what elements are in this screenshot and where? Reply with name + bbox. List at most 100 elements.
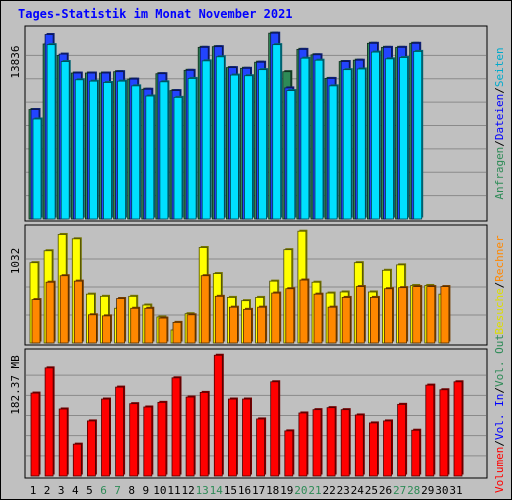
day-label: 4 bbox=[72, 484, 79, 497]
day-label: 17 bbox=[252, 484, 265, 497]
bar-rechner bbox=[130, 307, 140, 344]
legend-entry: Seiten bbox=[493, 47, 506, 87]
bar-volumen bbox=[439, 389, 449, 477]
bar-volumen bbox=[129, 403, 139, 477]
bar-seiten bbox=[385, 58, 394, 220]
bar-rechner bbox=[214, 295, 224, 344]
bar-seiten bbox=[74, 79, 84, 220]
panel-bottom-ymax-label: 182.37 MB bbox=[9, 355, 22, 415]
day-label: 2 bbox=[44, 484, 51, 497]
bar-rechner bbox=[341, 297, 351, 344]
bar-rechner bbox=[384, 288, 393, 344]
bar-volumen bbox=[256, 418, 266, 477]
bar-volumen bbox=[453, 381, 463, 477]
bar-volumen bbox=[383, 420, 392, 477]
panel-middle-ymax-label: 1032 bbox=[9, 248, 22, 275]
panel-bottom: 182.37 MB Volumen/Vol. In/Vol. Out bbox=[9, 334, 506, 493]
bar-volumen bbox=[157, 401, 167, 477]
bar-seiten bbox=[229, 74, 239, 220]
legend-entry: / bbox=[493, 140, 506, 147]
bar-volumen bbox=[72, 443, 82, 477]
bar-rechner bbox=[398, 287, 408, 344]
bar-seiten bbox=[131, 85, 141, 220]
day-label: 31 bbox=[449, 484, 462, 497]
legend-entry: / bbox=[493, 282, 506, 289]
bar-volumen bbox=[30, 392, 40, 477]
day-label: 16 bbox=[238, 484, 251, 497]
bar-seiten bbox=[173, 96, 183, 220]
bar-seiten bbox=[370, 51, 380, 220]
bar-seiten bbox=[300, 57, 310, 220]
day-label: 26 bbox=[379, 484, 392, 497]
day-label: 29 bbox=[421, 484, 434, 497]
bar-seiten bbox=[215, 56, 225, 220]
bar-seiten bbox=[187, 78, 197, 220]
bar-seiten bbox=[159, 81, 169, 220]
bar-seiten bbox=[286, 90, 296, 220]
bar-rechner bbox=[31, 299, 41, 344]
bar-volumen bbox=[87, 420, 96, 477]
day-label: 30 bbox=[435, 484, 448, 497]
bar-volumen bbox=[213, 354, 223, 477]
bar-rechner bbox=[412, 286, 422, 344]
day-label: 28 bbox=[407, 484, 420, 497]
day-label: 20 bbox=[294, 484, 307, 497]
bar-seiten bbox=[272, 44, 282, 220]
bar-volumen bbox=[58, 408, 68, 477]
bar-volumen bbox=[340, 409, 350, 477]
bar-rechner bbox=[186, 314, 196, 344]
bar-volumen bbox=[227, 398, 237, 477]
legend-entry: Anfragen bbox=[493, 147, 506, 200]
bar-seiten bbox=[60, 61, 70, 220]
bar-rechner bbox=[102, 315, 111, 344]
bar-rechner bbox=[172, 321, 182, 344]
bar-volumen bbox=[242, 398, 251, 477]
bar-volumen bbox=[298, 412, 308, 477]
bar-seiten bbox=[413, 51, 423, 220]
day-label: 24 bbox=[351, 484, 365, 497]
bar-seiten bbox=[46, 44, 56, 220]
bar-seiten bbox=[89, 80, 98, 220]
bar-seiten bbox=[103, 82, 112, 220]
panel-bottom-legend: Volumen/Vol. In/Vol. Out bbox=[493, 334, 506, 493]
legend-entry: Vol. In bbox=[493, 394, 506, 440]
bar-volumen bbox=[425, 384, 435, 477]
legend-entry: / bbox=[493, 87, 506, 94]
panel-middle-legend: Besuche/Rechner bbox=[493, 235, 506, 335]
bar-rechner bbox=[327, 306, 337, 344]
bar-volumen bbox=[312, 409, 322, 477]
day-label: 1 bbox=[30, 484, 37, 497]
legend-entry: Rechner bbox=[493, 235, 506, 282]
bar-rechner bbox=[313, 293, 323, 344]
bar-volumen bbox=[397, 403, 407, 477]
bar-volumen bbox=[284, 430, 294, 477]
bar-rechner bbox=[228, 306, 238, 344]
bar-rechner bbox=[243, 308, 252, 344]
bar-rechner bbox=[257, 306, 267, 344]
legend-entry: Vol. Out bbox=[493, 334, 506, 387]
day-label: 19 bbox=[280, 484, 293, 497]
legend-entry: Besuche bbox=[493, 288, 506, 334]
bar-seiten bbox=[145, 95, 155, 220]
bar-rechner bbox=[285, 288, 295, 344]
day-label: 13 bbox=[196, 484, 209, 497]
day-label: 22 bbox=[322, 484, 335, 497]
day-label: 23 bbox=[337, 484, 350, 497]
bar-rechner bbox=[426, 286, 436, 344]
bar-volumen bbox=[411, 429, 421, 477]
day-label: 10 bbox=[153, 484, 166, 497]
legend-entry: Dateien bbox=[493, 94, 506, 140]
day-label: 14 bbox=[210, 484, 224, 497]
bar-volumen bbox=[44, 367, 54, 477]
bar-seiten bbox=[258, 69, 268, 220]
bar-rechner bbox=[158, 317, 168, 344]
bar-rechner bbox=[88, 314, 97, 344]
bar-volumen bbox=[270, 381, 280, 477]
day-label: 11 bbox=[167, 484, 180, 497]
day-label: 12 bbox=[181, 484, 194, 497]
panel-top-legend: Anfragen/Dateien/Seiten bbox=[493, 47, 506, 199]
bar-rechner bbox=[440, 286, 450, 344]
bar-rechner bbox=[45, 281, 55, 344]
